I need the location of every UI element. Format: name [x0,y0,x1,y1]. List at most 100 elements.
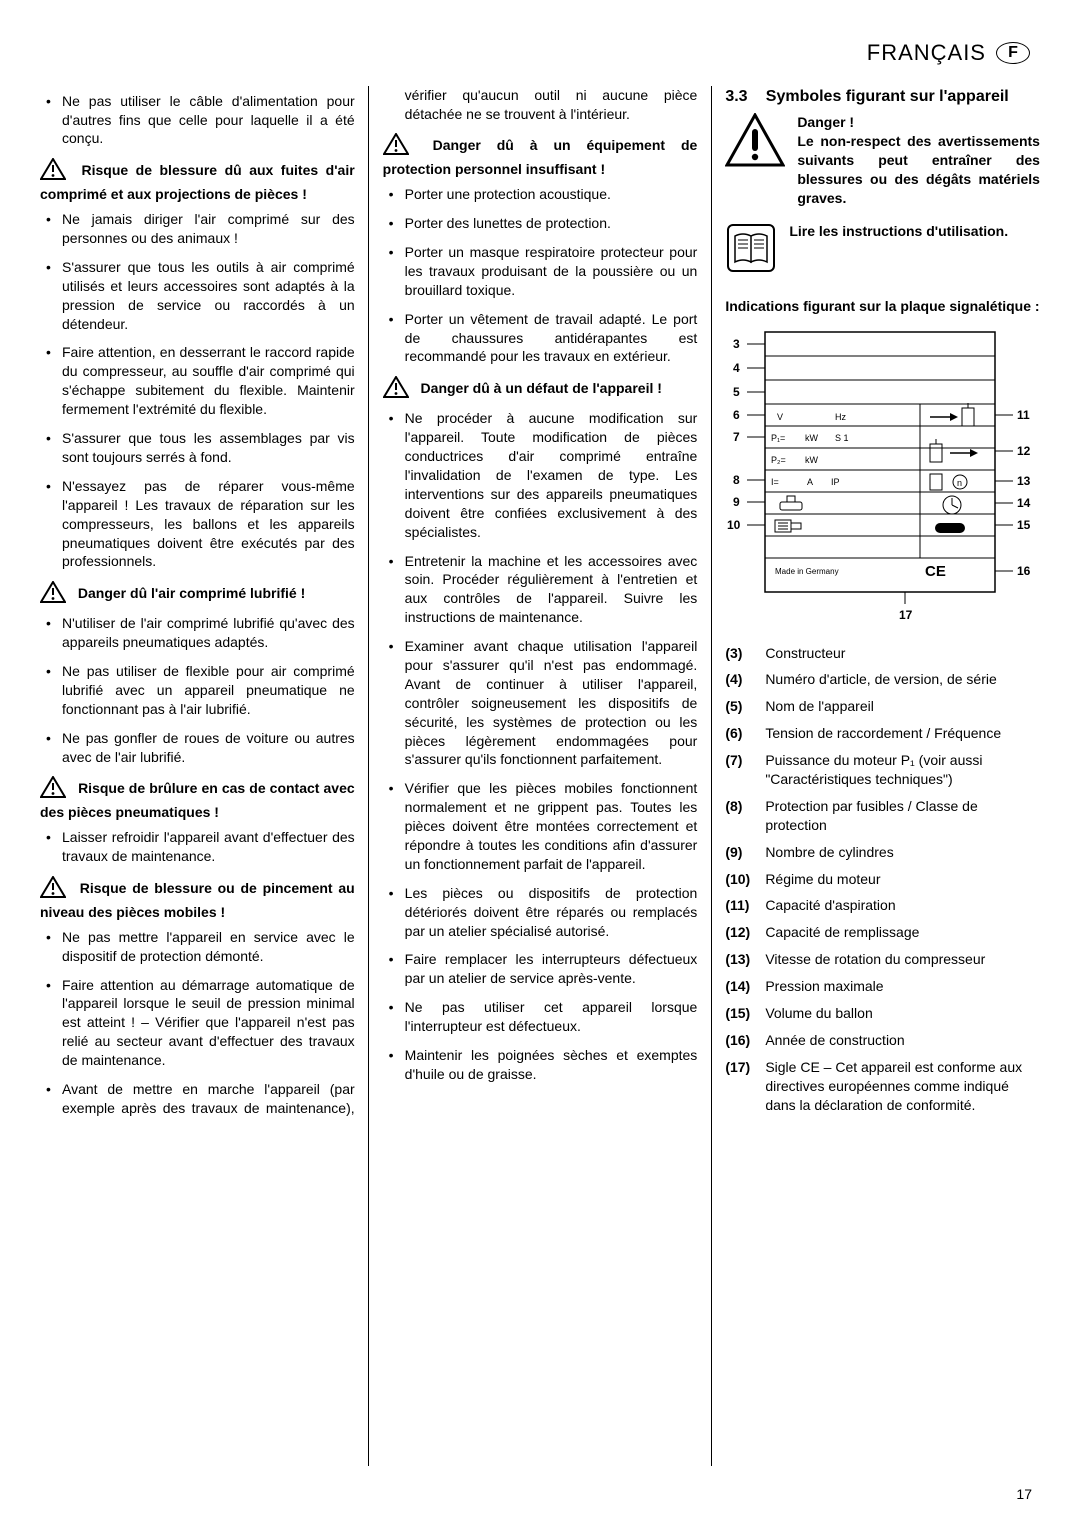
danger-text: Danger ! Le non-respect des avertissemen… [797,113,1040,207]
legend-item: (6)Tension de raccordement / Fréquence [725,724,1040,743]
svg-text:5: 5 [733,385,740,399]
legend-item: (11)Capacité d'aspiration [725,896,1040,915]
legend-item: (10)Régime du moteur [725,870,1040,889]
list-item: Ne pas utiliser cet appareil lorsque l'i… [383,998,698,1036]
warning-icon [40,581,66,608]
warning-icon [40,776,66,803]
warning-icon [40,158,66,185]
warning-burn: Risque de brûlure en cas de contact avec… [40,776,355,822]
svg-text:Hz: Hz [835,412,846,422]
legend-item: (17)Sigle CE – Cet appareil est conforme… [725,1058,1040,1115]
list-item: N'utiliser de l'air comprimé lubrifié qu… [40,614,355,652]
svg-text:P₂=: P₂= [771,455,786,465]
svg-text:3: 3 [733,337,740,351]
warning-pinch: Risque de blessure ou de pincement au ni… [40,876,355,922]
svg-text:A: A [807,477,813,487]
legend-item: (14)Pression maximale [725,977,1040,996]
list-item: Les pièces ou dispositifs de protection … [383,884,698,941]
danger-body: Le non-respect des avertissements suivan… [797,133,1040,206]
language-code-badge: F [996,42,1030,64]
legend-item: (5)Nom de l'appareil [725,697,1040,716]
nameplate-caption: Indications figurant sur la plaque signa… [725,297,1040,316]
svg-text:Made in Germany: Made in Germany [775,567,839,576]
warning-text: Risque de blessure ou de pincement au ni… [40,880,355,920]
svg-text:14: 14 [1017,496,1031,510]
language-label: FRANÇAIS [867,38,986,68]
warning-defect: Danger dû à un défaut de l'appareil ! [383,376,698,403]
list-item: S'assurer que tous les outils à air comp… [40,258,355,334]
warning-icon [40,876,66,903]
warning-air-leak: Risque de blessure dû aux fuites d'air c… [40,158,355,204]
list-item: Ne pas mettre l'appareil en service avec… [40,928,355,966]
read-instructions-callout: Lire les instructions d'utilisation. [725,222,1040,279]
section-3-3-heading: 3.3 Symboles figurant sur l'appareil [725,86,1040,108]
svg-text:kW: kW [805,433,819,443]
list-item: Faire attention, en desserrant le raccor… [40,343,355,419]
list-item: Ne jamais diriger l'air comprimé sur des… [40,210,355,248]
svg-text:9: 9 [733,495,740,509]
svg-text:kW: kW [805,455,819,465]
svg-text:13: 13 [1017,474,1031,488]
warning-text: Risque de brûlure en cas de contact avec… [40,781,355,821]
svg-text:IP: IP [831,477,840,487]
svg-text:12: 12 [1017,444,1031,458]
list-item: Faire remplacer les interrupteurs défect… [383,950,698,988]
list-item: Ne pas utiliser de flexible pour air com… [40,662,355,719]
svg-text:P₁=: P₁= [771,433,785,443]
list-item: Porter une protection acoustique. [383,185,698,204]
svg-text:8: 8 [733,473,740,487]
list-item: Examiner avant chaque utilisation l'appa… [383,637,698,769]
page-number: 17 [1016,1485,1032,1504]
section-title: Symboles figurant sur l'appareil [766,88,1009,105]
list-item: Porter un vêtement de travail adapté. Le… [383,310,698,367]
list-lubricated: N'utiliser de l'air comprimé lubrifié qu… [40,614,355,766]
book-icon [725,222,777,279]
nameplate-legend: (3)Constructeur (4)Numéro d'article, de … [725,644,1040,1115]
svg-text:10: 10 [727,518,741,532]
list-burn: Laisser refroidir l'appareil avant d'eff… [40,828,355,866]
page-header: FRANÇAIS F [40,38,1040,68]
svg-text:15: 15 [1017,518,1031,532]
list-item: Ne procéder à aucune modification sur l'… [383,409,698,541]
warning-lubricated-air: Danger dû l'air comprimé lubrifié ! [40,581,355,608]
svg-text:S 1: S 1 [835,433,849,443]
legend-item: (9)Nombre de cylindres [725,843,1040,862]
warning-text: Danger dû à un équipement de protection … [383,138,698,178]
intro-list: Ne pas utiliser le câble d'alimentation … [40,92,355,149]
legend-item: (12)Capacité de remplissage [725,923,1040,942]
danger-callout: Danger ! Le non-respect des avertissemen… [725,113,1040,207]
list-item: Faire attention au démarrage automatique… [40,976,355,1070]
list-item: Entretenir la machine et les accessoires… [383,552,698,628]
svg-text:7: 7 [733,430,740,444]
svg-text:n: n [957,478,962,488]
read-instructions-text: Lire les instructions d'utilisation. [789,222,1008,279]
legend-item: (15)Volume du ballon [725,1004,1040,1023]
legend-item: (16)Année de construction [725,1031,1040,1050]
warning-text: Danger dû à un défaut de l'appareil ! [421,381,662,397]
legend-item: (13)Vitesse de rotation du compresseur [725,950,1040,969]
legend-item: (7)Puissance du moteur P₁ (voir aussi "C… [725,751,1040,789]
list-item: N'essayez pas de réparer vous-même l'app… [40,477,355,571]
legend-item: (4)Numéro d'article, de version, de séri… [725,670,1040,689]
svg-text:6: 6 [733,408,740,422]
list-item: S'assurer que tous les assemblages par v… [40,429,355,467]
nameplate-svg: V Hz P₁= kW S 1 P₂= kW I= A IP [725,326,1035,626]
svg-text:V: V [777,412,783,422]
list-item: Porter des lunettes de protection. [383,214,698,233]
nameplate-diagram: V Hz P₁= kW S 1 P₂= kW I= A IP [725,326,1040,626]
section-number: 3.3 [725,86,761,108]
svg-text:16: 16 [1017,564,1031,578]
svg-text:11: 11 [1017,408,1030,422]
list-item: Laisser refroidir l'appareil avant d'eff… [40,828,355,866]
list-item: Maintenir les poignées sèches et exempte… [383,1046,698,1084]
svg-text:4: 4 [733,361,740,375]
list-item: Ne pas gonfler de roues de voiture ou au… [40,729,355,767]
danger-icon [725,113,785,207]
warning-icon [383,376,409,403]
svg-text:I=: I= [771,477,779,487]
svg-text:17: 17 [899,608,913,622]
svg-text:CE: CE [925,563,946,580]
list-defect: Ne procéder à aucune modification sur l'… [383,409,698,1084]
list-air-leak: Ne jamais diriger l'air comprimé sur des… [40,210,355,571]
legend-item: (3)Constructeur [725,644,1040,663]
